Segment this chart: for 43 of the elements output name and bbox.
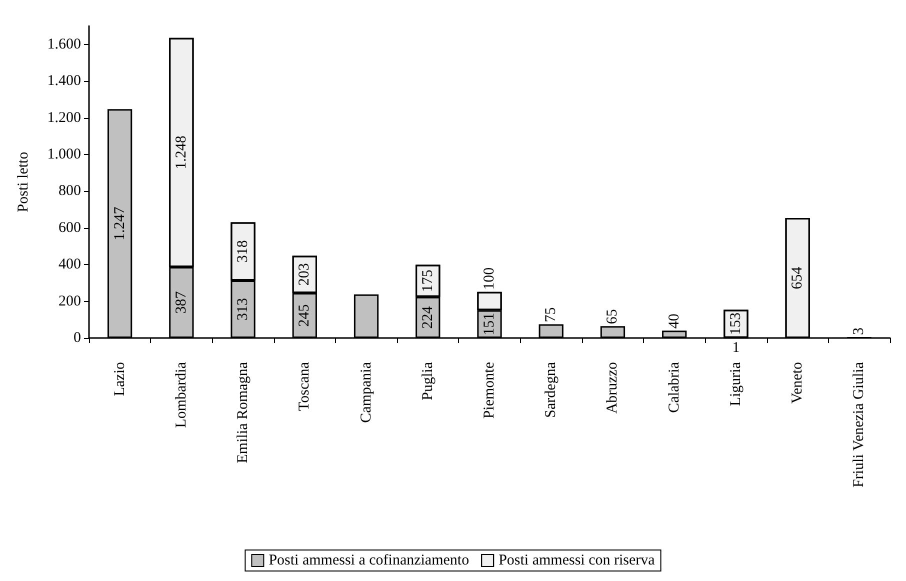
data-label: 203 xyxy=(296,263,313,286)
x-tick-label: Friuli Venezia Giulia xyxy=(851,362,868,488)
legend-label: Posti ammessi a cofinanziamento xyxy=(268,552,470,568)
data-label: 1.247 xyxy=(112,206,128,240)
data-label: 175 xyxy=(420,270,436,292)
data-label: 1.248 xyxy=(173,136,190,170)
y-tick-label: 600 xyxy=(58,220,81,236)
data-label: 153 xyxy=(728,312,744,336)
data-label: 245 xyxy=(296,304,313,327)
x-tick-label: Lombardia xyxy=(173,362,190,428)
x-tick-label: Lazio xyxy=(112,362,128,396)
x-tick-label: Puglia xyxy=(420,362,436,400)
data-label: 318 xyxy=(235,240,252,263)
data-label: 100 xyxy=(482,267,498,290)
y-tick-label: 0 xyxy=(74,330,81,346)
y-tick-label: 200 xyxy=(58,293,81,310)
data-label: 313 xyxy=(235,298,252,321)
data-label: 3 xyxy=(851,327,868,335)
x-tick-label: Campania xyxy=(358,362,374,423)
x-tick-label: Sardegna xyxy=(543,362,560,418)
data-label: 75 xyxy=(543,307,560,322)
x-tick-label: Toscana xyxy=(296,362,313,411)
y-tick-label: 800 xyxy=(58,183,81,200)
y-axis-title: Posti letto xyxy=(16,152,32,212)
y-tick-label: 1.000 xyxy=(47,146,81,162)
x-tick-label: Piemonte xyxy=(482,362,498,419)
x-tick-label: Emilia Romagna xyxy=(235,362,252,464)
data-label: 40 xyxy=(666,314,682,329)
x-tick-label: Veneto xyxy=(790,362,806,404)
data-label: 654 xyxy=(790,266,806,290)
data-label: 387 xyxy=(173,290,190,314)
data-label: 1 xyxy=(732,340,740,356)
x-tick-label: Liguria xyxy=(728,362,744,406)
y-tick-label: 1.400 xyxy=(47,73,81,90)
data-label: 151 xyxy=(482,312,498,336)
data-label: 65 xyxy=(604,309,621,324)
data-label: 224 xyxy=(420,306,436,329)
x-tick-label: Calabria xyxy=(666,362,682,413)
legend-label: Posti ammessi con riserva xyxy=(498,552,656,568)
y-tick-label: 1.600 xyxy=(47,36,81,52)
y-tick-label: 1.200 xyxy=(47,110,81,126)
y-tick-label: 400 xyxy=(58,256,81,273)
x-tick-label: Abruzzo xyxy=(604,362,621,414)
